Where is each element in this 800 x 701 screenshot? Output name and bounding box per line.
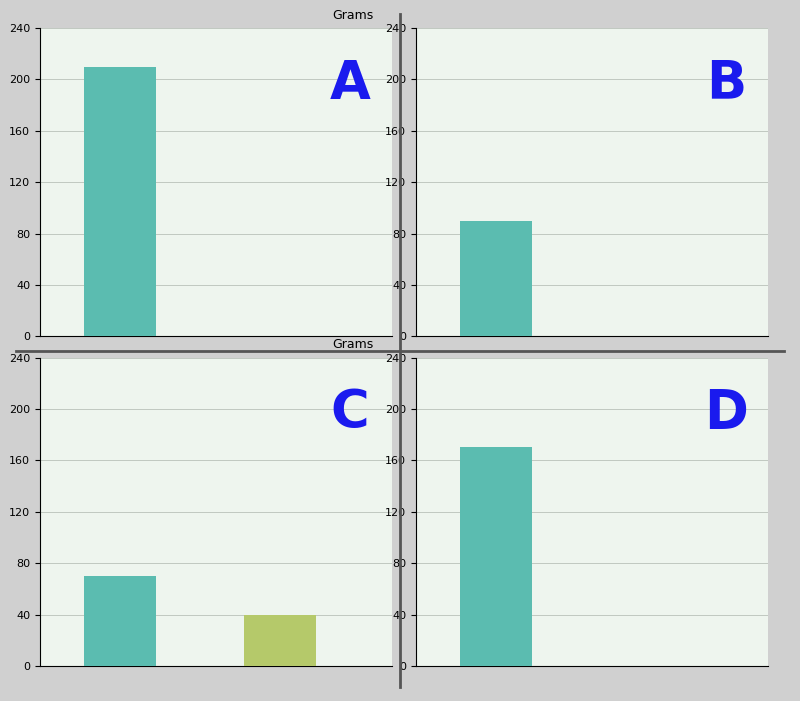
Bar — [460, 221, 532, 336]
Text: B: B — [706, 57, 746, 109]
Text: C: C — [330, 387, 369, 439]
Legend: Added, At bottom: Added, At bottom — [143, 368, 289, 387]
Bar — [84, 576, 156, 666]
Y-axis label: Grams: Grams — [332, 9, 374, 22]
Bar — [460, 447, 532, 666]
Bar — [84, 67, 156, 336]
Text: A: A — [330, 57, 370, 109]
Y-axis label: Grams: Grams — [332, 339, 374, 351]
Legend: Added, At bottom: Added, At bottom — [519, 368, 665, 387]
Bar — [244, 615, 316, 666]
Legend: Added, At bottom: Added, At bottom — [519, 697, 665, 701]
Legend: Added, At bottom: Added, At bottom — [143, 697, 289, 701]
Text: D: D — [704, 387, 748, 439]
